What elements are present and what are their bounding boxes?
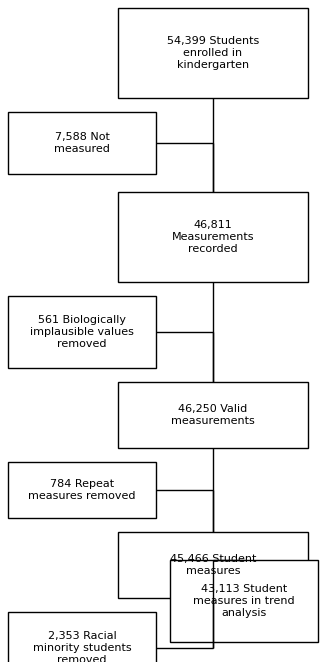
Bar [118,192,308,282]
Text: 7,588 Not
measured: 7,588 Not measured [54,132,110,154]
Bar [118,8,308,98]
Text: 561 Biologically
implausible values
removed: 561 Biologically implausible values remo… [30,315,134,349]
Text: 45,466 Student
measures: 45,466 Student measures [170,554,256,576]
Bar [8,112,156,174]
Bar [8,612,156,662]
Text: 46,811
Measurements
recorded: 46,811 Measurements recorded [172,220,254,254]
Bar [8,296,156,368]
Text: 784 Repeat
measures removed: 784 Repeat measures removed [28,479,136,500]
Bar [118,382,308,448]
Bar [8,462,156,518]
Text: 43,113 Student
measures in trend
analysis: 43,113 Student measures in trend analysi… [193,585,295,618]
Text: 2,353 Racial
minority students
removed: 2,353 Racial minority students removed [33,632,131,662]
Bar [118,532,308,598]
Text: 46,250 Valid
measurements: 46,250 Valid measurements [171,404,255,426]
Bar [170,560,318,642]
Text: 54,399 Students
enrolled in
kindergarten: 54,399 Students enrolled in kindergarten [167,36,259,70]
